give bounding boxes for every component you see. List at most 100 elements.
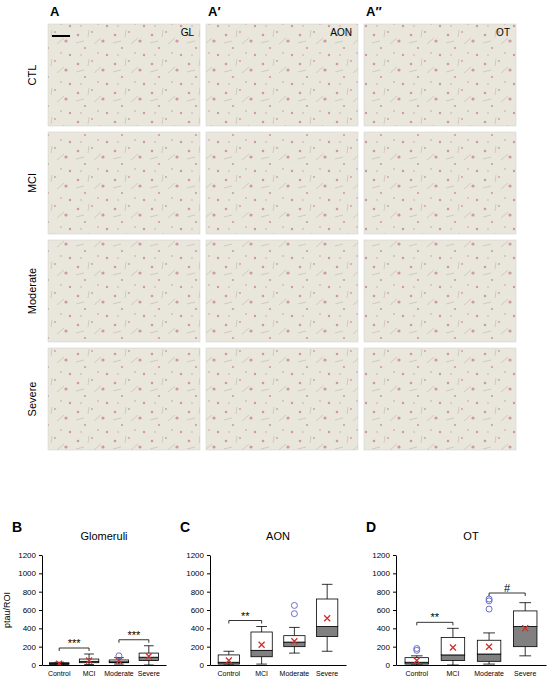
y-tick: 400 — [191, 624, 210, 633]
micrograph — [364, 132, 516, 234]
micrograph — [206, 132, 358, 234]
row-label: Moderate — [26, 268, 38, 314]
y-axis: 020040060080010001200 — [186, 551, 210, 670]
marks — [405, 596, 537, 665]
y-tick-label: 200 — [23, 643, 37, 652]
y-tick-mark — [207, 628, 210, 629]
mean-marker — [259, 642, 265, 648]
box — [79, 654, 98, 665]
x-tick: Severe — [316, 665, 338, 677]
box-upper — [513, 611, 536, 627]
whisker-high — [294, 627, 295, 635]
chart-title: Glomeruli — [80, 530, 127, 542]
x-tick-label: MCI — [255, 670, 268, 677]
y-tick-label: 0 — [200, 661, 205, 670]
y-tick: 0 — [386, 661, 396, 670]
y-tick-mark — [393, 628, 396, 629]
chart-title: AON — [266, 530, 290, 542]
y-tick-mark — [39, 592, 42, 593]
y-tick-mark — [39, 647, 42, 648]
whisker-cap-low — [483, 664, 495, 665]
whisker-cap-high — [114, 657, 124, 658]
micrograph — [48, 132, 200, 234]
whisker-cap-low — [411, 665, 423, 666]
box — [251, 627, 272, 665]
y-axis-line — [210, 556, 211, 666]
mean-marker — [324, 615, 330, 621]
y-axis: 020040060080010001200 — [372, 551, 396, 670]
whisker-low — [525, 647, 526, 656]
x-tick: MCI — [255, 665, 268, 677]
row-label: Severe — [26, 382, 38, 417]
box — [218, 651, 239, 665]
mean-marker — [146, 653, 152, 659]
y-tick: 600 — [377, 606, 396, 615]
box-lower — [513, 627, 536, 647]
x-tick: Control — [218, 665, 241, 677]
whisker-cap-high — [447, 628, 459, 629]
y-tick-label: 1200 — [186, 551, 204, 560]
whisker-low — [452, 660, 453, 665]
whisker-high — [89, 654, 90, 659]
region-label: OT — [496, 27, 510, 38]
box-upper — [477, 640, 500, 654]
y-tick: 0 — [32, 661, 42, 670]
x-tick-label: Moderate — [280, 670, 310, 677]
x-tick: Moderate — [474, 665, 504, 677]
panel-label: D — [366, 519, 376, 535]
outlier — [486, 606, 492, 612]
x-tick: Severe — [514, 665, 536, 677]
y-axis-line — [42, 556, 43, 666]
box — [513, 603, 536, 656]
x-tick: Moderate — [280, 665, 310, 677]
x-tick: Control — [48, 665, 71, 677]
significance-label: # — [504, 582, 511, 594]
y-tick-label: 1200 — [18, 551, 36, 560]
box — [139, 646, 158, 665]
y-tick: 600 — [191, 606, 210, 615]
significance-label: *** — [127, 629, 141, 641]
y-tick-mark — [207, 592, 210, 593]
y-tick-label: 800 — [377, 588, 391, 597]
y-tick-mark — [39, 628, 42, 629]
y-tick-mark — [393, 592, 396, 593]
column-letter: A — [50, 4, 60, 19]
mean-marker — [291, 638, 297, 644]
y-tick: 0 — [200, 661, 210, 670]
mean-marker — [522, 625, 528, 631]
x-tick: MCI — [83, 665, 96, 677]
mean-marker — [86, 657, 92, 663]
y-tick-label: 400 — [377, 624, 391, 633]
y-tick-mark — [207, 647, 210, 648]
whisker-cap-low — [144, 665, 154, 666]
whisker-low — [294, 647, 295, 653]
y-tick: 1200 — [372, 551, 396, 560]
box-chart: BGlomeruliptau/ROI020040060080010001200C… — [2, 519, 167, 677]
x-axis: Control MCI Moderate Severe — [211, 665, 347, 677]
whisker-cap-high — [256, 626, 267, 627]
y-tick-label: 1000 — [372, 569, 390, 578]
image-grid: AA′A″CTLGLAONOTMCIModerateSevere — [26, 4, 516, 450]
outlier — [486, 596, 492, 602]
whisker-cap-low — [224, 665, 235, 666]
box — [405, 646, 428, 666]
micrograph — [206, 240, 358, 342]
x-tick-label: Severe — [514, 670, 536, 677]
box-lower — [317, 627, 338, 637]
whisker-cap-high — [483, 632, 495, 633]
y-tick: 400 — [23, 624, 42, 633]
whisker-cap-high — [519, 602, 531, 603]
outlier — [116, 653, 122, 659]
box-lower — [251, 650, 272, 656]
whisker-cap-low — [84, 664, 94, 665]
box-lower — [284, 642, 305, 647]
region-label: GL — [181, 27, 195, 38]
box-chart: DOT020040060080010001200ControlMCIModera… — [366, 519, 547, 677]
box — [477, 596, 500, 664]
y-tick-mark — [39, 665, 42, 666]
box-upper — [317, 599, 338, 627]
y-tick-label: 800 — [191, 588, 205, 597]
y-tick: 800 — [23, 588, 42, 597]
outlier — [291, 611, 297, 617]
column-letter: A′ — [208, 4, 221, 19]
